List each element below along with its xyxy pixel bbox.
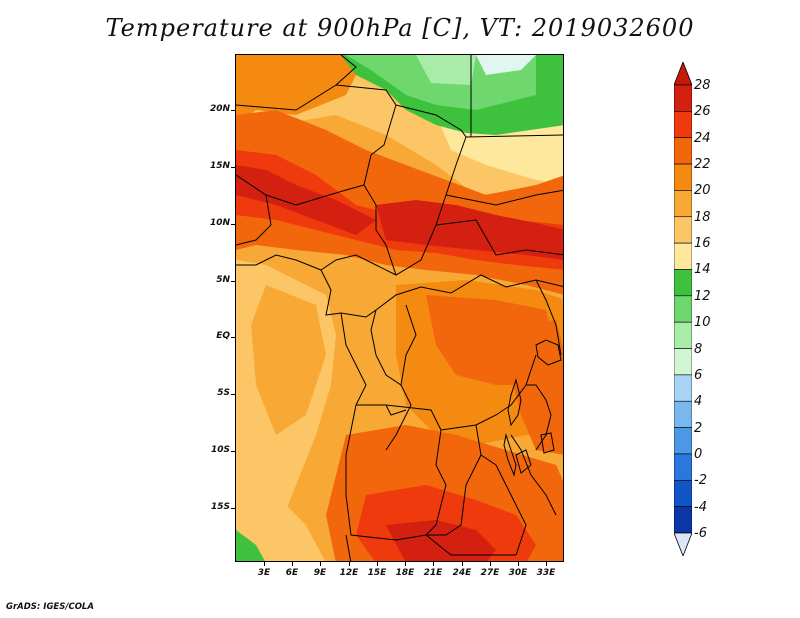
- lat-tick: [231, 394, 235, 395]
- colorbar-label: 16: [694, 236, 711, 252]
- colorbar-swatch: [674, 190, 692, 218]
- lon-tick: [349, 562, 350, 566]
- colorbar-below-arrow: [674, 532, 692, 556]
- colorbar-swatch: [674, 269, 692, 297]
- lat-label-eq: EQ: [216, 331, 230, 341]
- lon-tick: [546, 562, 547, 566]
- lon-label-12e: 12E: [339, 568, 359, 578]
- colorbar-above-arrow: [674, 62, 692, 86]
- lon-tick: [405, 562, 406, 566]
- lat-label-15n: 15N: [209, 161, 230, 171]
- colorbar-swatch: [674, 453, 692, 481]
- colorbar-swatch: [674, 295, 692, 323]
- colorbar-label: -2: [694, 473, 707, 489]
- colorbar-label: 20: [694, 183, 711, 199]
- lon-tick: [433, 562, 434, 566]
- lat-tick: [231, 508, 235, 509]
- colorbar-swatch: [674, 321, 692, 349]
- temperature-map: [235, 54, 564, 562]
- colorbar-label: 4: [694, 394, 703, 410]
- colorbar-swatch: [674, 374, 692, 402]
- lon-tick: [292, 562, 293, 566]
- colorbar-label: 22: [694, 157, 711, 173]
- colorbar-swatch: [674, 137, 692, 165]
- colorbar-swatch: [674, 400, 692, 428]
- colorbar-swatch: [674, 84, 692, 112]
- lon-tick: [518, 562, 519, 566]
- colorbar-swatch: [674, 242, 692, 270]
- colorbar-label: 12: [694, 288, 711, 304]
- colorbar-swatch: [674, 506, 692, 534]
- lon-label-33e: 33E: [536, 568, 556, 578]
- colorbar-label: 6: [694, 367, 703, 383]
- lon-label-3e: 3E: [257, 568, 271, 578]
- lon-label-9e: 9E: [313, 568, 327, 578]
- lon-tick: [320, 562, 321, 566]
- field-south-deep-red: [386, 520, 496, 561]
- lon-label-27e: 27E: [480, 568, 500, 578]
- field-deep-red-center: [376, 200, 563, 260]
- lon-label-30e: 30E: [508, 568, 528, 578]
- lat-tick: [231, 337, 235, 338]
- field-pale-cyan: [476, 55, 536, 75]
- lon-tick: [264, 562, 265, 566]
- colorbar-swatch: [674, 427, 692, 455]
- colorbar-label: -4: [694, 499, 707, 515]
- colorbar-label: 28: [694, 78, 711, 93]
- lon-label-18e: 18E: [395, 568, 415, 578]
- colorbar-label: 18: [694, 209, 711, 225]
- lon-label-6e: 6E: [285, 568, 299, 578]
- colorbar: [674, 62, 692, 556]
- lon-tick: [462, 562, 463, 566]
- field-west-coast-light: [251, 285, 326, 435]
- field-sw-green: [236, 530, 265, 561]
- lat-tick: [231, 281, 235, 282]
- colorbar-swatch: [674, 348, 692, 376]
- colorbar-label: 10: [694, 315, 711, 331]
- colorbar-label: 26: [694, 104, 711, 120]
- lat-label-10s: 10S: [210, 445, 230, 455]
- colorbar-label: 8: [694, 341, 703, 357]
- lat-label-10n: 10N: [209, 218, 230, 228]
- lake-outlines: [503, 339, 562, 477]
- lon-tick: [490, 562, 491, 566]
- field-light-green: [416, 55, 476, 85]
- colorbar-label: 2: [694, 420, 703, 436]
- colorbar-swatch: [674, 479, 692, 507]
- field-sw-tan: [236, 475, 325, 561]
- lat-label-20n: 20N: [209, 104, 230, 114]
- grads-credit: GrADS: IGES/COLA: [6, 602, 94, 612]
- lat-tick: [231, 167, 235, 168]
- field-deep-red-west: [236, 165, 376, 235]
- colorbar-label: 14: [694, 262, 711, 278]
- lat-label-5n: 5N: [216, 275, 230, 285]
- lat-label-15s: 15S: [210, 502, 230, 512]
- colorbar-label: 0: [694, 446, 703, 462]
- lon-label-15e: 15E: [367, 568, 387, 578]
- field-east-lakes: [506, 320, 563, 455]
- colorbar-swatch: [674, 163, 692, 191]
- lat-tick: [231, 224, 235, 225]
- lat-label-5s: 5S: [217, 388, 230, 398]
- colorbar-swatch: [674, 216, 692, 244]
- colorbar-swatch: [674, 111, 692, 139]
- lon-tick: [377, 562, 378, 566]
- country-borders: [236, 55, 563, 561]
- colorbar-label: 24: [694, 130, 711, 146]
- lat-tick: [231, 110, 235, 111]
- colorbar-label: -6: [694, 526, 707, 541]
- lat-tick: [231, 451, 235, 452]
- lon-label-24e: 24E: [452, 568, 472, 578]
- lon-label-21e: 21E: [423, 568, 443, 578]
- map-title: Temperature at 900hPa [C], VT: 201903260…: [105, 14, 695, 42]
